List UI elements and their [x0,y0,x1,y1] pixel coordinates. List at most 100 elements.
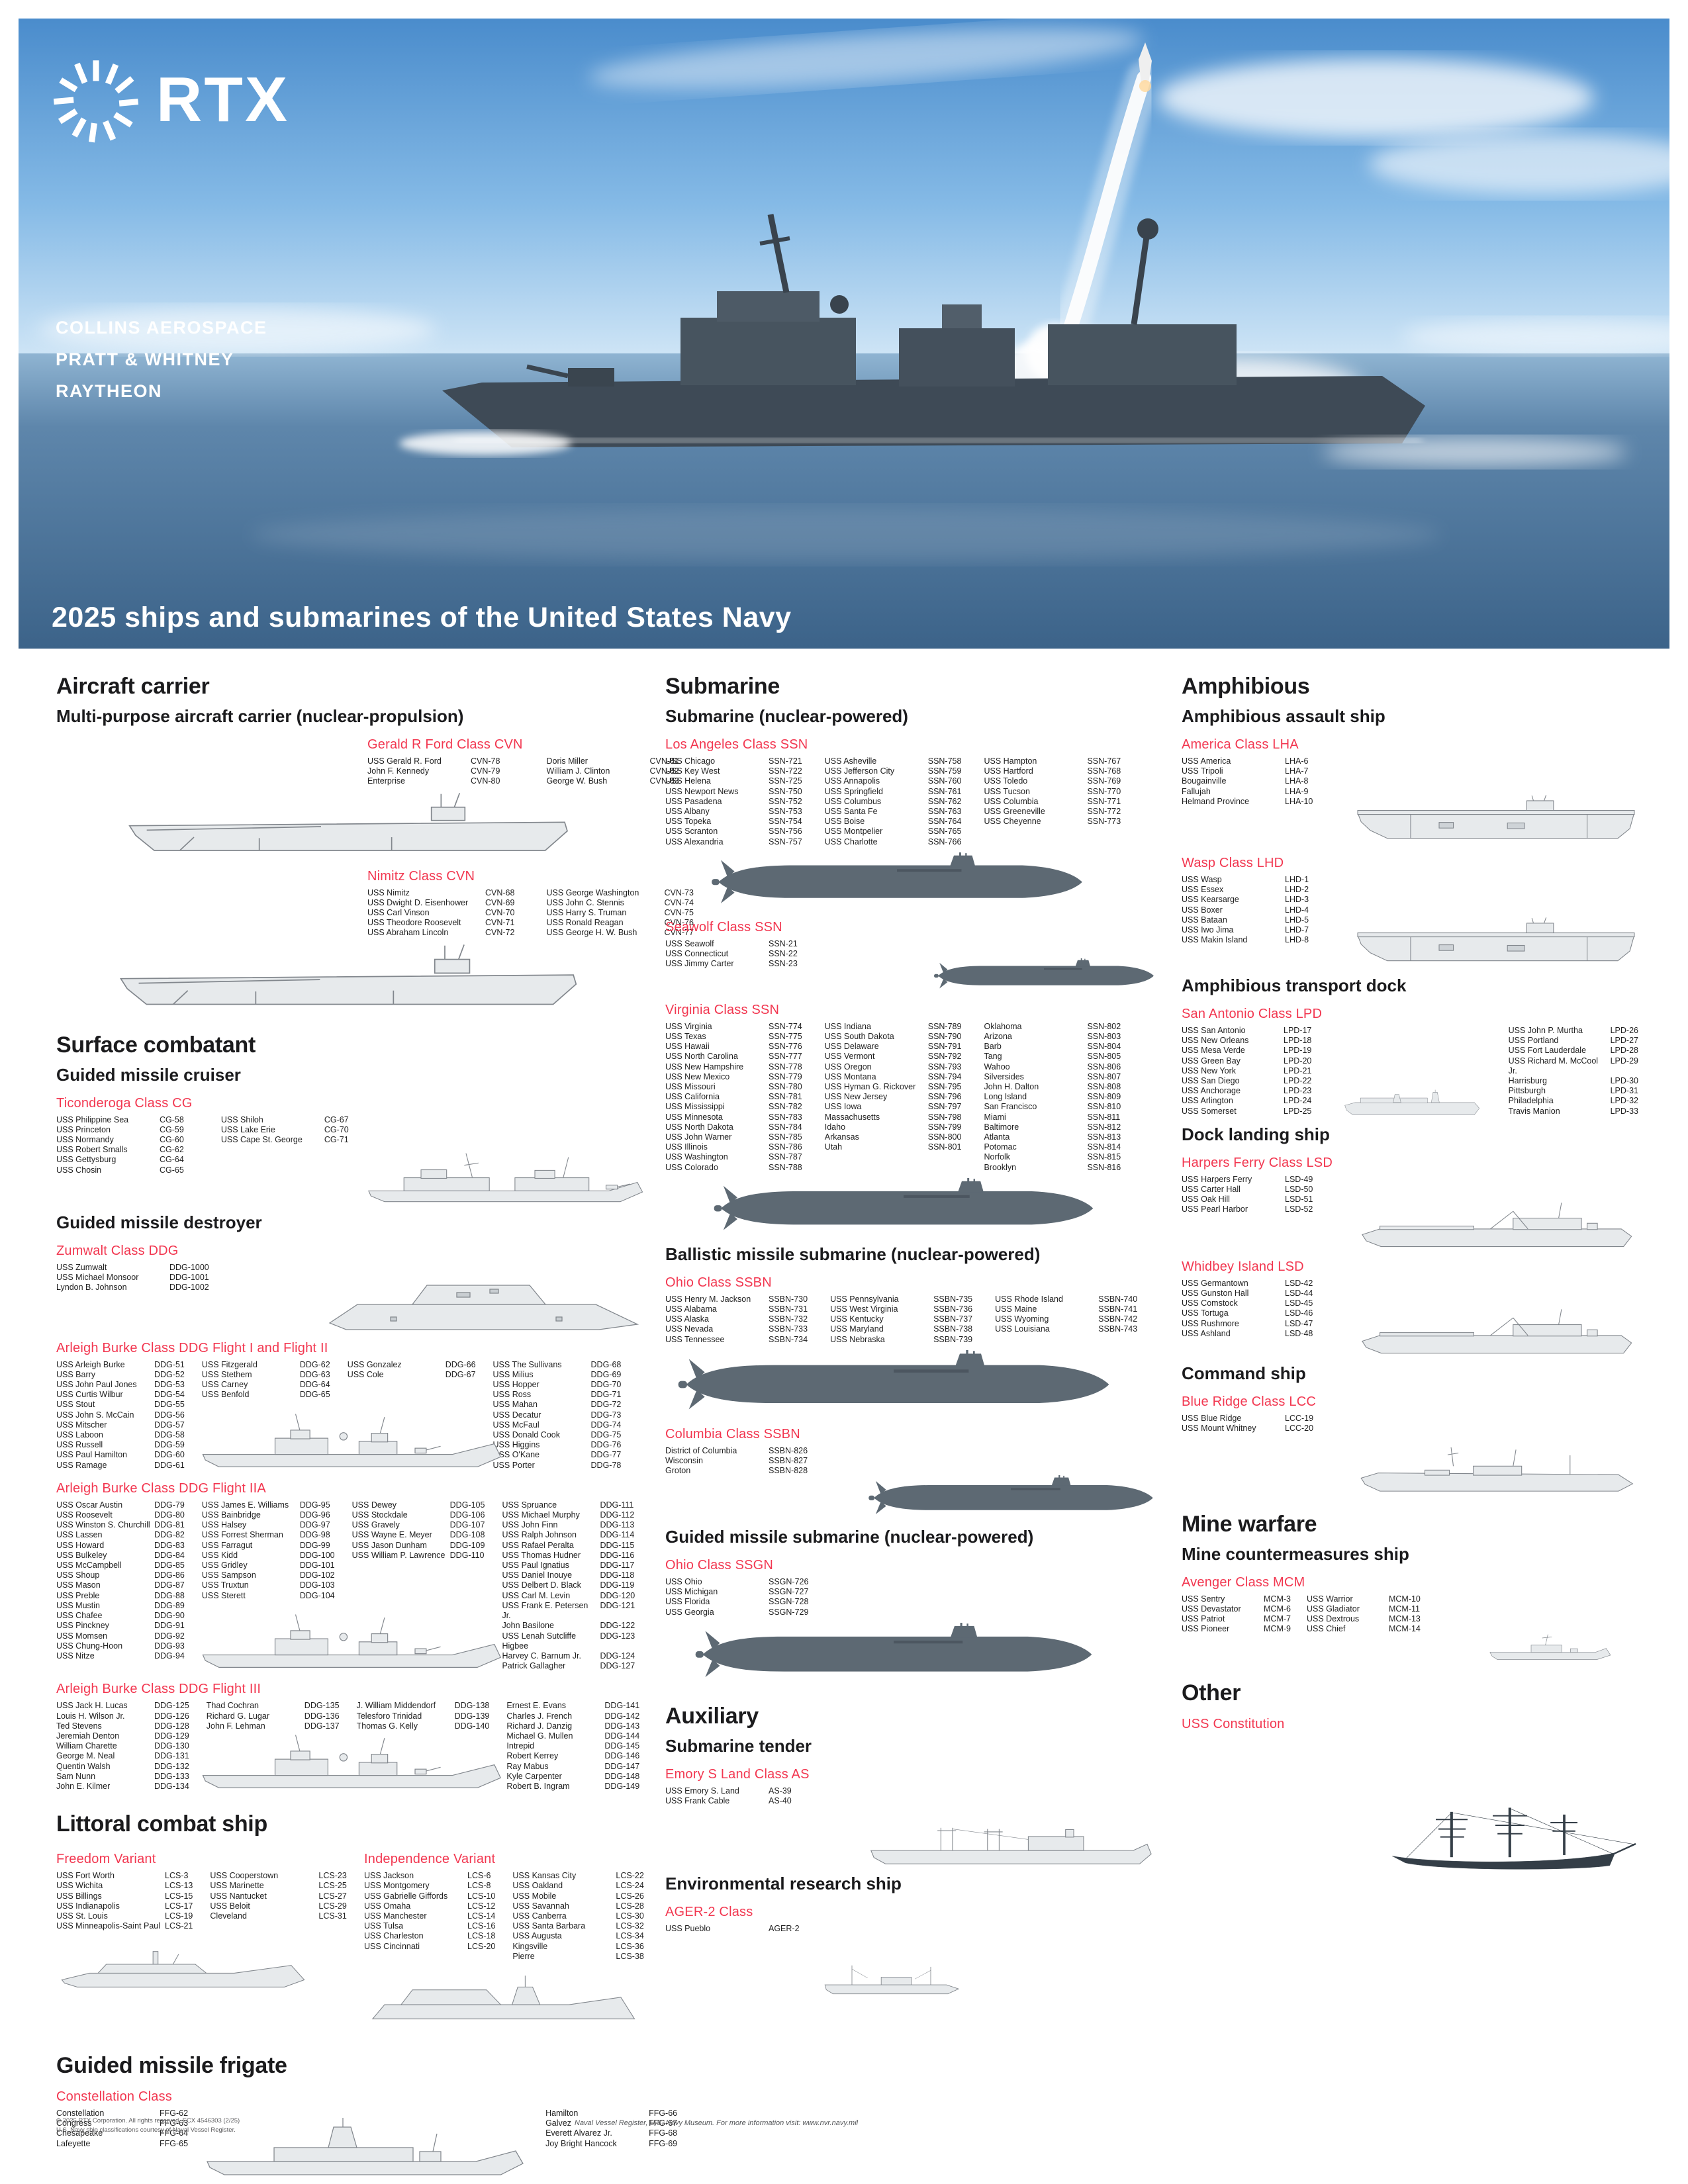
hull-number: SSN-754 [769,817,802,827]
hull-number: LCS-17 [165,1901,193,1911]
ship-entry: USS California SSN-781 [665,1092,802,1102]
ship-entry: USS Santa Barbara LCS-32 [512,1921,643,1931]
ship-list-column: USS Jack H. Lucas DDG-125 Louis H. Wilson … [56,1701,189,1792]
hull-number: DDG-100 [299,1550,335,1560]
hull-number: SSN-758 [927,756,962,766]
ship-lists: USS Sentry MCM-3 USS Devastator MCM-6 USS Pa… [1182,1594,1421,1635]
ship-name: USS Savannah [512,1901,569,1911]
ship-name: USS Germantown [1182,1278,1248,1288]
ship-name: USS Santa Fe [824,807,878,817]
hull-number: DDG-95 [299,1500,330,1510]
hull-number: LCS-36 [616,1941,644,1951]
ship-list-column: USS Spruance DDG-111 USS Michael Murphy DDG… [502,1500,635,1671]
hull-number: CVN-77 [664,928,694,938]
ship-name: USS Tripoli [1182,766,1223,776]
hull-number: DDG-109 [449,1540,485,1550]
ship-list-column: USS The Sullivans DDG-68 USS Milius DDG-69 U… [493,1360,622,1471]
hull-number: SSBN-739 [933,1334,973,1344]
ship-name: USS Laboon [56,1430,103,1440]
ship-entry: USS Stout DDG-55 [56,1400,185,1410]
ship-class-arleigh-burke-class-ddg-flight-iii: Arleigh Burke Class DDG Flight III USS Ja… [56,1682,649,1792]
hull-number: SSN-776 [769,1042,802,1052]
ship-name: USS Lenah Sutcliffe Higbee [502,1631,577,1651]
ship-entry: USS Topeka SSN-754 [665,817,802,827]
hull-number: SSBN-735 [933,1294,973,1304]
subsection-heading: Mine countermeasures ship [1182,1543,1409,1564]
ship-name: USS Hampton [984,756,1037,766]
ship-entry: Fallujah LHA-9 [1182,787,1313,797]
hull-number: CVN-76 [664,918,694,928]
ship-entry: Telesforo Trinidad DDG-139 [357,1711,490,1721]
ship-list-column: Ernest E. Evans DDG-141 Charles J. French D… [506,1701,639,1792]
hull-number: CVN-71 [485,918,515,928]
class-body: Constellation FFG-62 Congress FFG-63 Chesape… [56,2109,677,2180]
ship-entry: USS Nevada SSBN-733 [665,1324,808,1334]
hull-number: SSN-725 [769,776,802,786]
ship-entry: USS Pueblo AGER-2 [665,1924,800,1934]
ship-list-column: USS Harpers Ferry LSD-49 USS Carter Hall LS… [1182,1175,1313,1215]
ship-entry: USS Pearl Harbor LSD-52 [1182,1205,1313,1214]
hull-number: SSN-792 [927,1052,962,1062]
ship-name: USS Hawaii [665,1042,710,1052]
ship-drawing-zumwalt [318,1263,649,1330]
hull-number: DDG-127 [600,1661,635,1671]
hull-number: SSBN-826 [769,1445,808,1455]
ship-entry: USS Jackson LCS-6 [364,1871,495,1881]
ship-name: USS Bulkeley [56,1550,107,1560]
hull-number: LCC-20 [1285,1424,1314,1433]
ship-entry: USS Gettysburg CG-64 [56,1155,184,1165]
ship-name: USS Harpers Ferry [1182,1174,1252,1184]
hull-number: DDG-97 [299,1520,330,1530]
ship-entry: USS West Virginia SSBN-736 [830,1304,972,1314]
hull-number: SSBN-828 [769,1466,808,1476]
ship-name: USS Rhode Island [995,1294,1063,1304]
ship-entry: USS Tortuga LSD-46 [1182,1308,1313,1318]
hull-number: DDG-78 [590,1460,622,1470]
hull-number: LSD-51 [1285,1195,1313,1205]
hull-number: DDG-94 [154,1651,185,1661]
ship-name: USS Ross [492,1390,532,1400]
hull-number: DDG-58 [154,1430,185,1440]
ship-entry: USS Delbert D. Black DDG-119 [502,1580,635,1590]
hull-number: LCS-14 [467,1911,496,1921]
ship-name: District of Columbia [665,1445,737,1455]
hull-number: LHD-4 [1285,905,1309,915]
ship-entry: USS Kansas City LCS-22 [512,1871,643,1881]
ship-name: USS Vermont [824,1052,875,1062]
ship-name: USS Boxer [1182,905,1223,915]
hull-number: LHD-7 [1285,925,1309,935]
ship-entry: USS Paul Hamilton DDG-60 [56,1450,185,1460]
hull-number: LSD-47 [1285,1318,1313,1328]
ship-name: Lyndon B. Johnson [56,1283,127,1293]
hull-number: LCS-8 [467,1881,491,1891]
hero-scene [19,19,1669,649]
ship-name: USS Emory S. Land [665,1786,739,1796]
footer-source-note: Naval Vessel Register, U.S. Navy Museum.… [575,2119,859,2127]
ship-name: USS Nitze [56,1651,95,1661]
ship-class-title: AGER-2 Class [665,1904,753,1919]
hull-number: CG-64 [160,1155,184,1165]
hull-number: LCS-10 [467,1891,496,1901]
ship-name: USS Cincinnati [364,1941,420,1951]
ship-name: Potomac [984,1142,1017,1152]
ship-class-title: Los Angeles Class SSN [665,737,808,752]
hull-number: DDG-59 [154,1440,185,1450]
ship-name: USS Wichita [56,1881,103,1891]
ship-class-ager-2-class: AGER-2 Class USS Pueblo AGER-2 [665,1905,1156,1995]
ship-entry: Jeremiah Denton DDG-129 [56,1731,189,1741]
ship-name: USS Nevada [665,1324,714,1334]
ship-name: USS Frank E. Petersen Jr. [502,1600,588,1621]
ship-name: USS Topeka [665,817,712,827]
ship-name: Cleveland [210,1911,247,1921]
hull-number: DDG-121 [600,1600,635,1610]
ship-name: USS Philippine Sea [56,1115,129,1124]
hull-number: LSD-42 [1285,1278,1313,1288]
ship-name: USS Ohio [665,1576,702,1586]
ship-name: USS Paul Ignatius [502,1561,569,1570]
ship-entry: USS Bainbridge DDG-96 [202,1510,335,1520]
ship-entry: USS Halsey DDG-97 [202,1520,335,1530]
ship-class-nimitz-class-cvn: Nimitz Class CVN USS Nimitz CVN-68 USS Dwig… [56,869,694,1013]
subsection-heading: Guided missile submarine (nuclear-powere… [665,1526,1034,1547]
ship-list-column: USS Jackson LCS-6 USS Montgomery LCS-8 USS G… [364,1871,495,1952]
ship-name: USS Bataan [1182,915,1227,925]
